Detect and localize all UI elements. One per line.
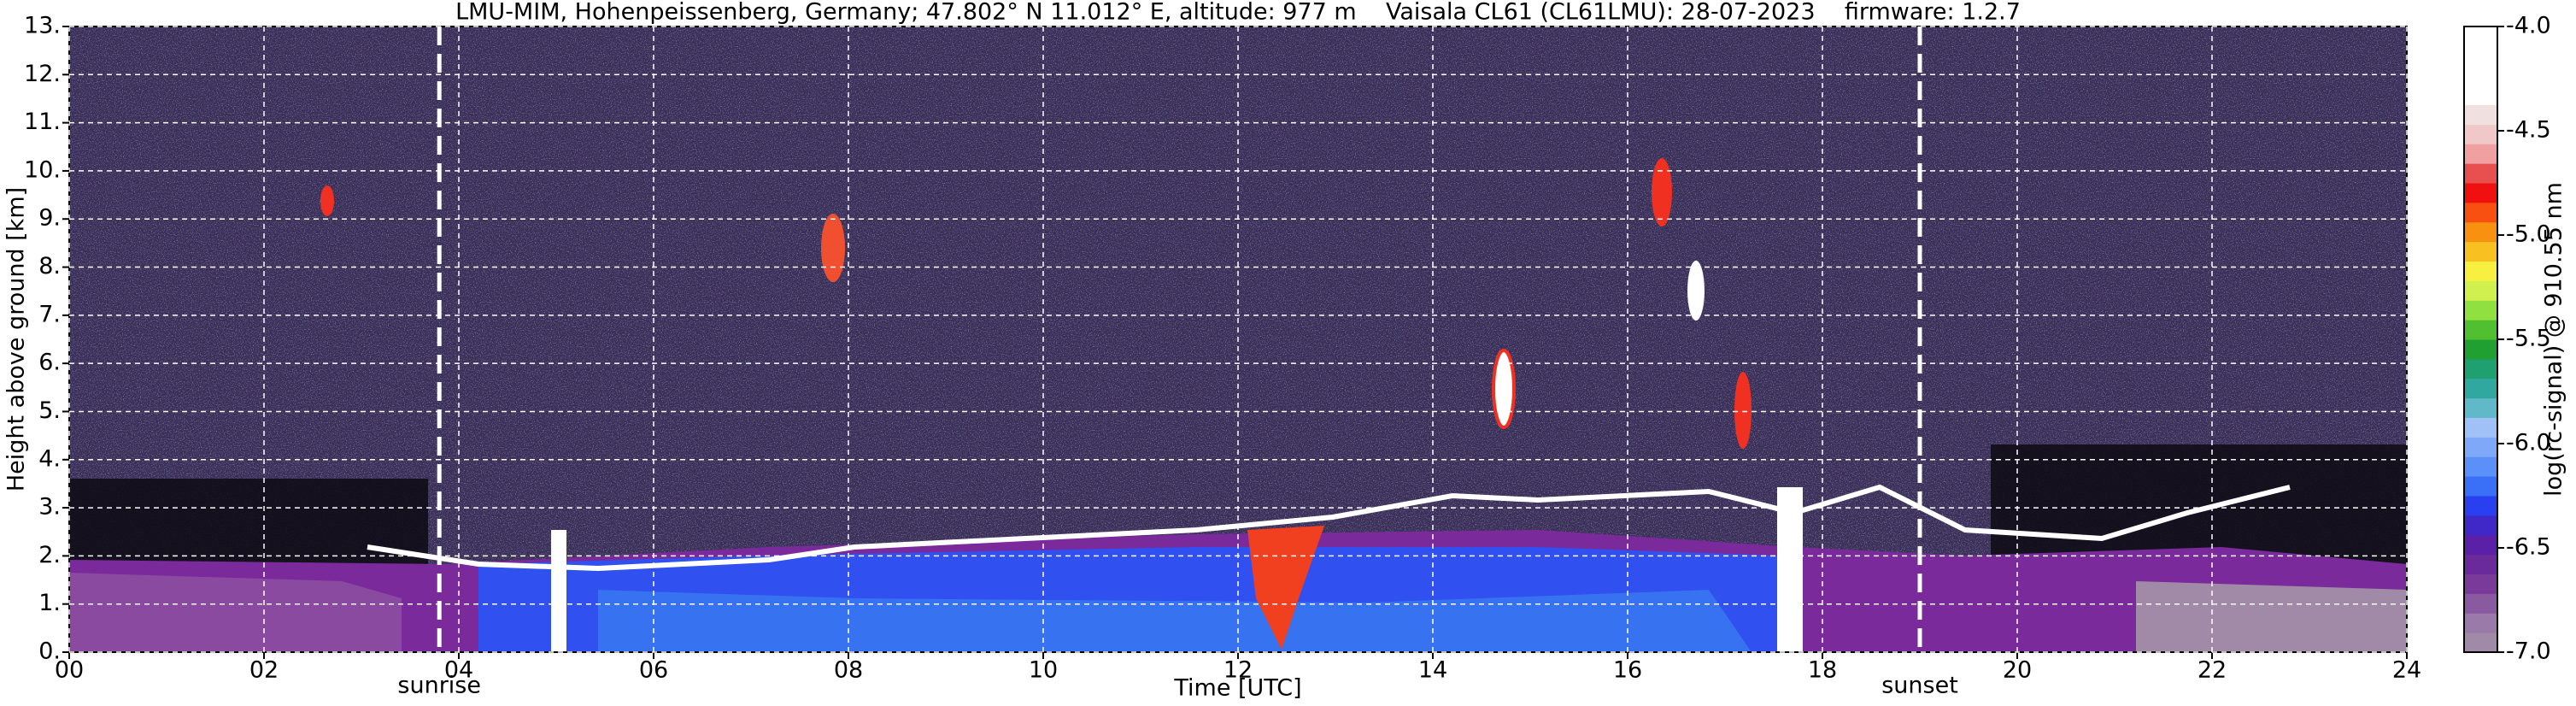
annotation-label: sunrise bbox=[397, 673, 481, 699]
y-tick-label: 10. bbox=[24, 156, 61, 183]
colorbar-tick-label: -5.0 bbox=[2506, 221, 2551, 248]
colorbar-segment bbox=[2464, 632, 2497, 653]
x-tick-label: 14 bbox=[1418, 657, 1447, 684]
colorbar-segment bbox=[2464, 358, 2497, 379]
x-tick-label: 16 bbox=[1613, 657, 1642, 684]
annotation-label: sunset bbox=[1881, 673, 1958, 699]
colorbar-label: log(rc-signal) @ 910.55 nm bbox=[2541, 182, 2567, 497]
colorbar-tick-label: -4.0 bbox=[2506, 13, 2551, 39]
colorbar-segment bbox=[2464, 183, 2497, 203]
colorbar-segment bbox=[2464, 320, 2497, 340]
colorbar-segment bbox=[2464, 574, 2497, 594]
x-tick-label: 12 bbox=[1223, 657, 1253, 684]
colorbar-segment bbox=[2464, 241, 2497, 262]
y-tick-label: 3. bbox=[38, 494, 61, 521]
colorbar-tick-label: -7.0 bbox=[2506, 638, 2551, 665]
chart-title: LMU-MIM, Hohenpeissenberg, Germany; 47.8… bbox=[455, 0, 2021, 26]
colorbar-segment bbox=[2464, 397, 2497, 418]
colorbar-segment bbox=[2464, 476, 2497, 497]
x-tick-label: 18 bbox=[1808, 657, 1837, 684]
y-tick-label: 6. bbox=[38, 350, 61, 376]
x-tick-label: 08 bbox=[834, 657, 863, 684]
colorbar-segment bbox=[2464, 124, 2497, 144]
y-tick-label: 11. bbox=[24, 109, 61, 135]
x-tick-label: 02 bbox=[249, 657, 279, 684]
colorbar-segment bbox=[2464, 300, 2497, 321]
y-axis-label: Height above ground [km] bbox=[3, 187, 30, 491]
colorbar-segment bbox=[2464, 378, 2497, 399]
colorbar-segment bbox=[2464, 280, 2497, 301]
y-tick-label: 13. bbox=[24, 13, 61, 39]
colorbar-segment bbox=[2464, 456, 2497, 477]
colorbar-segment bbox=[2464, 417, 2497, 438]
y-tick-label: 9. bbox=[38, 205, 61, 232]
x-tick-label: 10 bbox=[1029, 657, 1058, 684]
y-tick-label: 7. bbox=[38, 301, 61, 327]
colorbar-segment bbox=[2464, 85, 2497, 105]
colorbar-segment bbox=[2464, 45, 2497, 67]
colorbar-segment bbox=[2464, 144, 2497, 164]
x-tick-label: 06 bbox=[639, 657, 668, 684]
colorbar-tick-label: -4.5 bbox=[2506, 117, 2551, 144]
y-tick-label: 2. bbox=[38, 542, 61, 568]
colorbar-segment bbox=[2464, 221, 2497, 243]
x-tick-label: 04 bbox=[444, 657, 473, 684]
x-tick-label: 00 bbox=[55, 657, 84, 684]
colorbar-segment bbox=[2464, 65, 2497, 86]
y-tick-label: 8. bbox=[38, 253, 61, 279]
colorbar-tick-label: -6.0 bbox=[2506, 430, 2551, 456]
y-tick-label: 4. bbox=[38, 445, 61, 472]
x-tick-label: 24 bbox=[2392, 657, 2421, 684]
colorbar-segment bbox=[2464, 613, 2497, 633]
y-tick-label: 12. bbox=[24, 61, 61, 87]
colorbar-segment bbox=[2464, 437, 2497, 457]
colorbar-tick-label: -6.5 bbox=[2506, 534, 2551, 561]
colorbar-segment bbox=[2464, 554, 2497, 574]
colorbar-segment bbox=[2464, 202, 2497, 223]
colorbar-segment bbox=[2464, 339, 2497, 360]
colorbar-segment bbox=[2464, 261, 2497, 281]
colorbar-segment bbox=[2464, 163, 2497, 184]
colorbar-segment bbox=[2464, 26, 2497, 47]
colorbar-segment bbox=[2464, 104, 2497, 125]
colorbar-segment bbox=[2464, 515, 2497, 536]
x-tick-label: 20 bbox=[2003, 657, 2032, 684]
colorbar-segment bbox=[2464, 496, 2497, 516]
colorbar-segment bbox=[2464, 534, 2497, 556]
x-axis-label: Time [UTC] bbox=[1173, 675, 1301, 702]
y-tick-label: 1. bbox=[38, 590, 61, 616]
y-tick-label: 0. bbox=[38, 638, 61, 665]
x-tick-label: 22 bbox=[2198, 657, 2227, 684]
colorbar-segment bbox=[2464, 593, 2497, 614]
y-tick-label: 5. bbox=[38, 397, 61, 424]
colorbar-tick-label: -5.5 bbox=[2506, 326, 2551, 352]
